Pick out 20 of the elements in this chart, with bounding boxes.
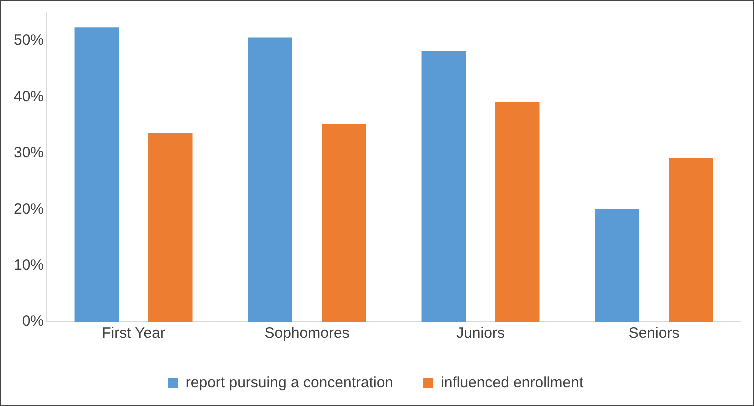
x-tick-label: Juniors: [456, 325, 505, 342]
legend-label: influenced enrollment: [441, 374, 584, 392]
y-tick-label: 20%: [14, 200, 44, 218]
x-tick-label: First Year: [102, 325, 166, 342]
bar: [248, 38, 293, 322]
y-tick-label: 10%: [14, 256, 44, 274]
bar: [422, 51, 466, 322]
bar: [595, 209, 640, 322]
y-tick-label: 40%: [14, 88, 44, 106]
x-tick-label: Seniors: [628, 325, 680, 342]
y-tick-label: 50%: [14, 32, 44, 50]
bar: [148, 133, 193, 322]
x-tick-label: Sophomores: [264, 325, 350, 342]
bar: [669, 158, 714, 322]
bar: [74, 28, 120, 322]
y-tick-label: 0%: [22, 313, 44, 330]
y-tick-label: 30%: [14, 144, 44, 162]
legend-label: report pursuing a concentration: [186, 374, 394, 392]
bar: [322, 124, 366, 322]
bar: [496, 102, 540, 322]
